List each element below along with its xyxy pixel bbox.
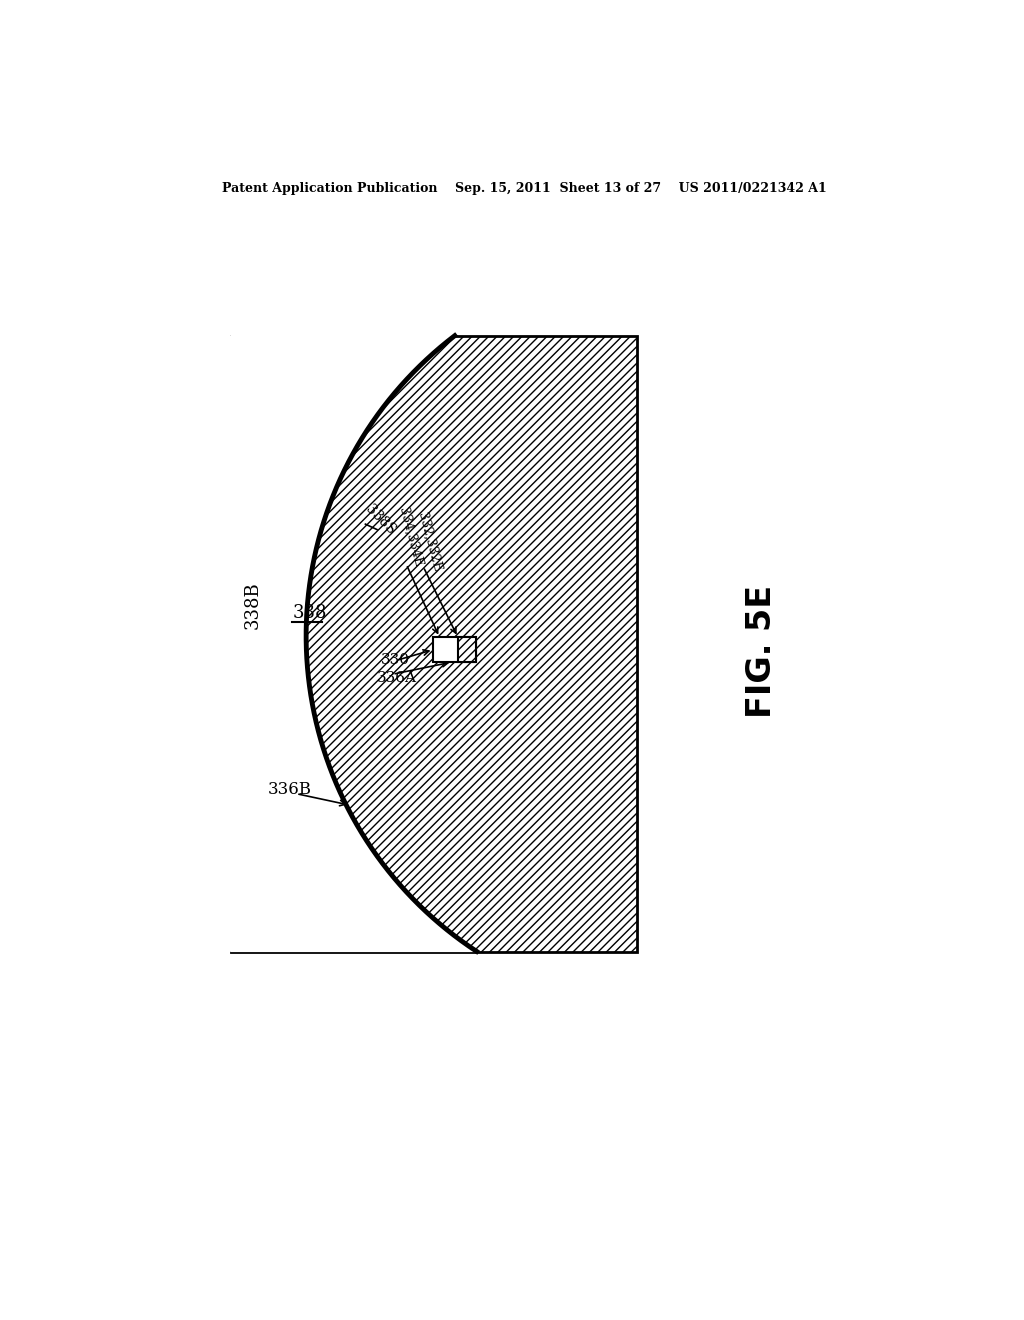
Bar — [458, 638, 476, 663]
Text: FIG. 5E: FIG. 5E — [745, 585, 778, 718]
Bar — [230, 335, 637, 952]
Text: 336B: 336B — [267, 781, 311, 799]
Text: 332,332E: 332,332E — [416, 511, 443, 573]
Text: Patent Application Publication    Sep. 15, 2011  Sheet 13 of 27    US 2011/02213: Patent Application Publication Sep. 15, … — [222, 182, 827, 194]
Text: 338B: 338B — [244, 581, 261, 628]
Text: 338: 338 — [292, 603, 327, 622]
Text: 330: 330 — [381, 653, 410, 668]
Polygon shape — [230, 335, 476, 952]
Text: 336A: 336A — [377, 671, 417, 685]
Bar — [458, 638, 476, 663]
Text: 338S: 338S — [364, 503, 398, 537]
Text: 334,334E: 334,334E — [396, 506, 425, 569]
Bar — [433, 638, 476, 663]
